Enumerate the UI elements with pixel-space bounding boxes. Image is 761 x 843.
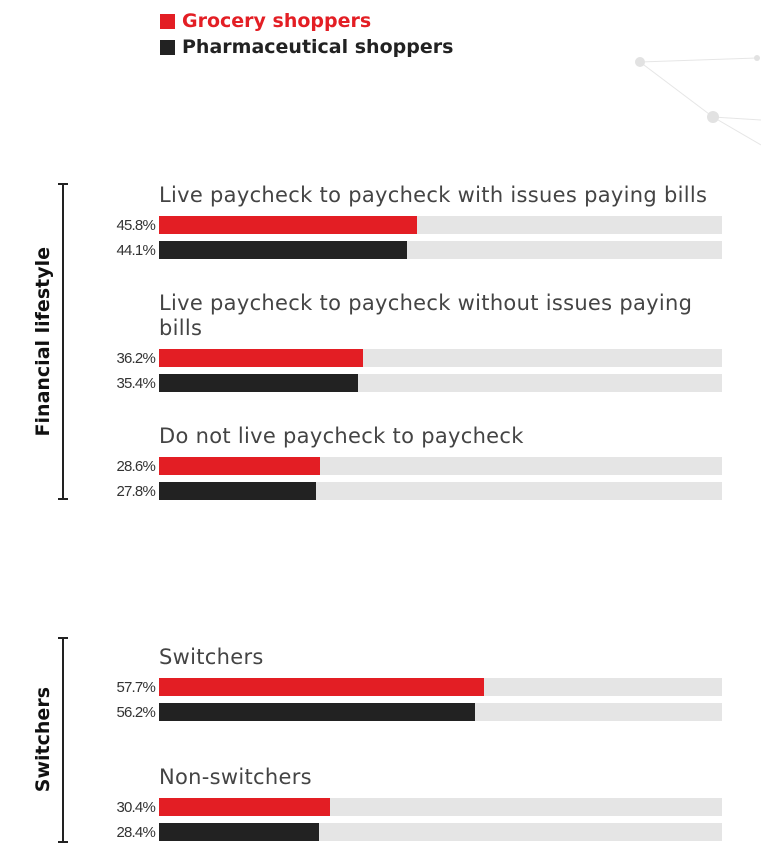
category-label: Switchers	[159, 645, 264, 669]
bar	[159, 374, 359, 392]
legend-item: Grocery shoppers	[160, 8, 453, 34]
group: Switchers Switchers 57.7% 56.2% Non-switcher…	[0, 637, 761, 843]
legend-swatch	[160, 13, 175, 29]
value-label: 45.8%	[116, 216, 155, 234]
value-label: 44.1%	[116, 241, 155, 259]
value-label: 56.2%	[116, 703, 155, 721]
bar	[159, 678, 484, 696]
group-label-box: Switchers	[30, 637, 56, 843]
bar-row: 44.1%	[100, 241, 722, 259]
bar-track	[159, 241, 722, 259]
bar	[159, 241, 408, 259]
decoration	[635, 55, 761, 146]
bar-track	[159, 678, 722, 696]
categories: Switchers 57.7% 56.2% Non-switchers 30.4% 28.…	[100, 645, 722, 841]
bar-track	[159, 349, 722, 367]
bar-track	[159, 457, 722, 475]
bar-track	[159, 374, 722, 392]
group-label: Financial lifestyle	[32, 246, 54, 437]
category-label: Live paycheck to paycheck with issues pa…	[159, 183, 708, 207]
value-label: 28.6%	[116, 457, 155, 475]
bar-row: 27.8%	[100, 482, 722, 500]
legend: Grocery shoppers Pharmaceutical shoppers	[160, 8, 453, 60]
category-label: Live paycheck to paycheck without issues…	[159, 291, 693, 340]
legend-label: Grocery shoppers	[182, 10, 372, 32]
value-label: 36.2%	[116, 349, 155, 367]
bar-row: 45.8%	[100, 216, 722, 234]
legend-label: Pharmaceutical shoppers	[182, 36, 454, 58]
bar-row: 35.4%	[100, 374, 722, 392]
bar-track	[159, 482, 722, 500]
category-label: Non-switchers	[159, 765, 312, 789]
bar-track	[159, 216, 722, 234]
bar	[159, 823, 319, 841]
bar	[159, 482, 316, 500]
group-label: Switchers	[32, 687, 54, 793]
value-label: 30.4%	[116, 798, 155, 816]
value-label: 28.4%	[116, 823, 155, 841]
bar	[159, 349, 363, 367]
bar	[159, 703, 476, 721]
legend-item: Pharmaceutical shoppers	[160, 34, 453, 60]
bar-row: 28.4%	[100, 823, 722, 841]
categories: Live paycheck to paycheck with issues pa…	[100, 183, 722, 500]
bar	[159, 216, 417, 234]
category-label: Do not live paycheck to paycheck	[159, 424, 524, 448]
bar	[159, 457, 321, 475]
value-label: 35.4%	[116, 374, 155, 392]
legend-swatch	[160, 39, 175, 55]
bar-row: 57.7%	[100, 678, 722, 696]
bar	[159, 798, 331, 816]
group: Financial lifestyle Live paycheck to payc…	[0, 183, 761, 500]
bar-track	[159, 823, 722, 841]
bar-row: 36.2%	[100, 349, 722, 367]
bar-track	[159, 703, 722, 721]
group-label-box: Financial lifestyle	[30, 183, 56, 500]
bar-track	[159, 798, 722, 816]
bar-row: 28.6%	[100, 457, 722, 475]
group-bracket	[58, 183, 68, 500]
value-label: 27.8%	[116, 482, 155, 500]
group-bracket	[58, 637, 68, 843]
bar-row: 30.4%	[100, 798, 722, 816]
value-label: 57.7%	[116, 678, 155, 696]
bar-row: 56.2%	[100, 703, 722, 721]
